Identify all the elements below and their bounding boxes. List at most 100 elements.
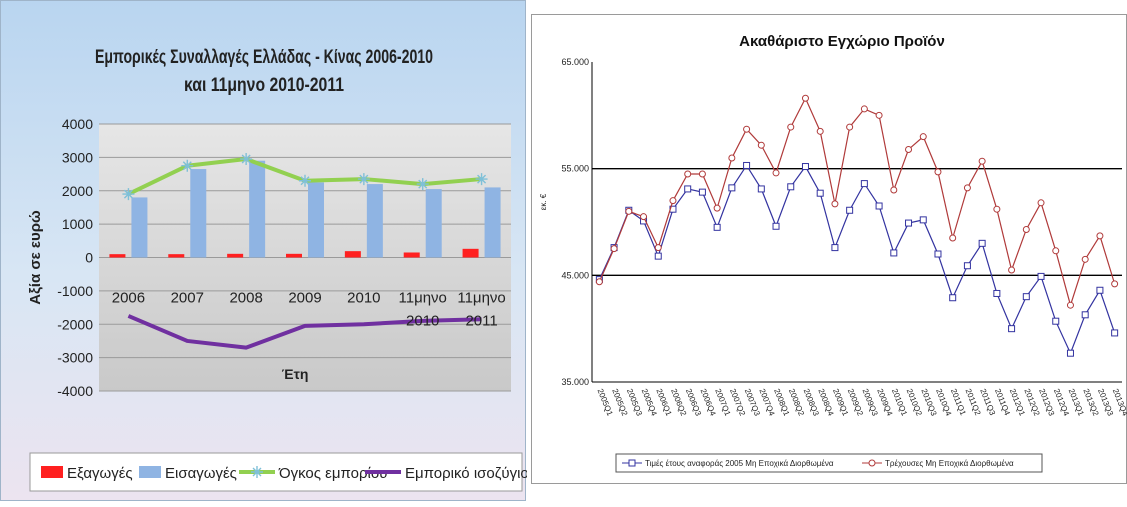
current-prices-point xyxy=(610,245,618,253)
current-prices-point xyxy=(728,154,736,162)
trade-volume-point xyxy=(357,173,370,186)
current-prices-point xyxy=(816,127,824,135)
constant-prices-point xyxy=(728,184,736,192)
y-axis-title: Αξία σε ευρώ xyxy=(27,210,44,305)
legend-label: Όγκος εμπορίου xyxy=(278,465,387,482)
import-bar xyxy=(249,160,266,258)
constant-prices-point xyxy=(743,161,751,169)
current-prices-point xyxy=(860,105,868,113)
legend-label: Τιμές έτους αναφοράς 2005 Μη Εποχικά Διο… xyxy=(645,459,834,468)
current-prices-point xyxy=(1096,232,1104,240)
trade-balance-line xyxy=(127,314,482,350)
constant-prices-point xyxy=(934,250,942,258)
current-prices-point xyxy=(978,157,986,165)
current-prices-point xyxy=(1008,266,1016,274)
trade-volume-point xyxy=(122,188,135,201)
constant-prices-point xyxy=(1022,293,1030,301)
x-tick-label: 2011 xyxy=(465,313,497,330)
y-tick-label: 3000 xyxy=(62,149,93,165)
constant-prices-point xyxy=(1066,349,1074,357)
x-tick-label: 2006 xyxy=(112,290,145,307)
x-tick-label: 2009 xyxy=(288,290,321,307)
current-prices-point xyxy=(1037,199,1045,207)
current-prices-point xyxy=(1081,255,1089,263)
constant-prices-point xyxy=(772,222,780,230)
trade-volume-point xyxy=(416,178,429,191)
y-tick-label: 1000 xyxy=(62,216,93,232)
y-tick-label: 45.000 xyxy=(561,270,589,280)
constant-prices-point xyxy=(1111,329,1119,337)
chart-title: Ακαθάριστο Εγχώριο Προϊόν xyxy=(739,33,945,50)
current-prices-point xyxy=(684,170,692,178)
legend-label: Τρέχουσες Μη Εποχικά Διορθωμένα xyxy=(885,459,1014,468)
trade-volume-point xyxy=(299,174,311,187)
current-prices-point xyxy=(1111,280,1119,288)
x-tick-label: 11μηνο xyxy=(399,290,447,307)
constant-prices-point xyxy=(978,239,986,247)
x-tick-label: 2010 xyxy=(406,313,439,330)
x-axis-title: Έτη xyxy=(282,366,309,382)
current-prices-point xyxy=(993,205,1001,213)
constant-prices-point xyxy=(846,206,854,214)
current-prices-point xyxy=(890,186,898,194)
export-bar xyxy=(109,254,126,258)
trade-chart: Εμπορικές Συναλλαγές Ελλάδας - Κίνας 200… xyxy=(27,47,529,492)
y-tick-label: 65.000 xyxy=(561,57,589,67)
gdp-chart-panel: Ακαθάριστο Εγχώριο Προϊόν 65.000 55.000 45.… xyxy=(531,14,1127,484)
trade-volume-point xyxy=(475,173,488,186)
trade-volume-point xyxy=(181,159,194,172)
y-tick-label: -4000 xyxy=(57,383,93,399)
y-tick-label: 35.000 xyxy=(561,377,589,387)
current-prices-point xyxy=(713,204,721,212)
constant-prices-point xyxy=(993,289,1001,297)
y-axis-title: εκ. € xyxy=(539,193,548,210)
import-bar xyxy=(131,197,148,258)
current-prices-point xyxy=(669,197,677,205)
constant-prices-point xyxy=(1081,311,1089,319)
export-bar xyxy=(286,253,302,258)
import-bar xyxy=(308,182,324,258)
current-prices-point xyxy=(919,133,927,141)
constant-prices-point xyxy=(684,185,692,193)
y-tick-label: -1000 xyxy=(57,283,93,299)
current-prices-point xyxy=(875,111,883,119)
import-bar xyxy=(484,187,501,258)
legend-swatch xyxy=(41,466,63,478)
constant-prices-point xyxy=(860,180,868,188)
y-tick-label: 55.000 xyxy=(561,164,589,174)
current-prices-point xyxy=(963,184,971,192)
export-bar xyxy=(344,251,361,258)
current-prices-point xyxy=(787,123,795,131)
constant-prices-point xyxy=(801,163,809,171)
x-tick-label: 2008 xyxy=(229,290,262,307)
constant-prices-point xyxy=(713,223,721,231)
constant-prices-point xyxy=(890,249,898,257)
x-tick-label: 2007 xyxy=(171,290,204,307)
current-prices-point xyxy=(846,123,854,131)
legend-label: Εισαγωγές xyxy=(165,465,237,482)
import-bar xyxy=(366,184,383,258)
current-prices-point xyxy=(743,125,751,133)
current-prices-point xyxy=(640,213,648,221)
legend-box xyxy=(29,452,523,492)
legend-swatch xyxy=(139,466,161,478)
constant-prices-point xyxy=(1008,325,1016,333)
current-prices-point xyxy=(934,168,942,176)
constant-prices-point xyxy=(963,262,971,270)
current-prices-point xyxy=(1022,225,1030,233)
current-prices-point xyxy=(801,94,809,102)
y-tick-label: -3000 xyxy=(57,350,93,366)
chart-subtitle: και 11μηνο 2010-2011 xyxy=(184,75,344,96)
current-prices-point xyxy=(757,141,765,149)
constant-prices-point xyxy=(1037,272,1045,280)
current-prices-point xyxy=(654,244,662,252)
current-prices-point xyxy=(698,170,706,178)
constant-prices-point xyxy=(875,202,883,210)
constant-prices-point xyxy=(919,216,927,224)
current-prices-point xyxy=(1066,301,1074,309)
legend-marker xyxy=(868,459,876,467)
trade-chart-panel: Εμπορικές Συναλλαγές Ελλάδας - Κίνας 200… xyxy=(0,0,529,501)
current-prices-point xyxy=(772,169,780,177)
current-prices-point xyxy=(595,278,603,286)
gdp-chart: Ακαθάριστο Εγχώριο Προϊόν 65.000 55.000 45.… xyxy=(539,33,1127,473)
